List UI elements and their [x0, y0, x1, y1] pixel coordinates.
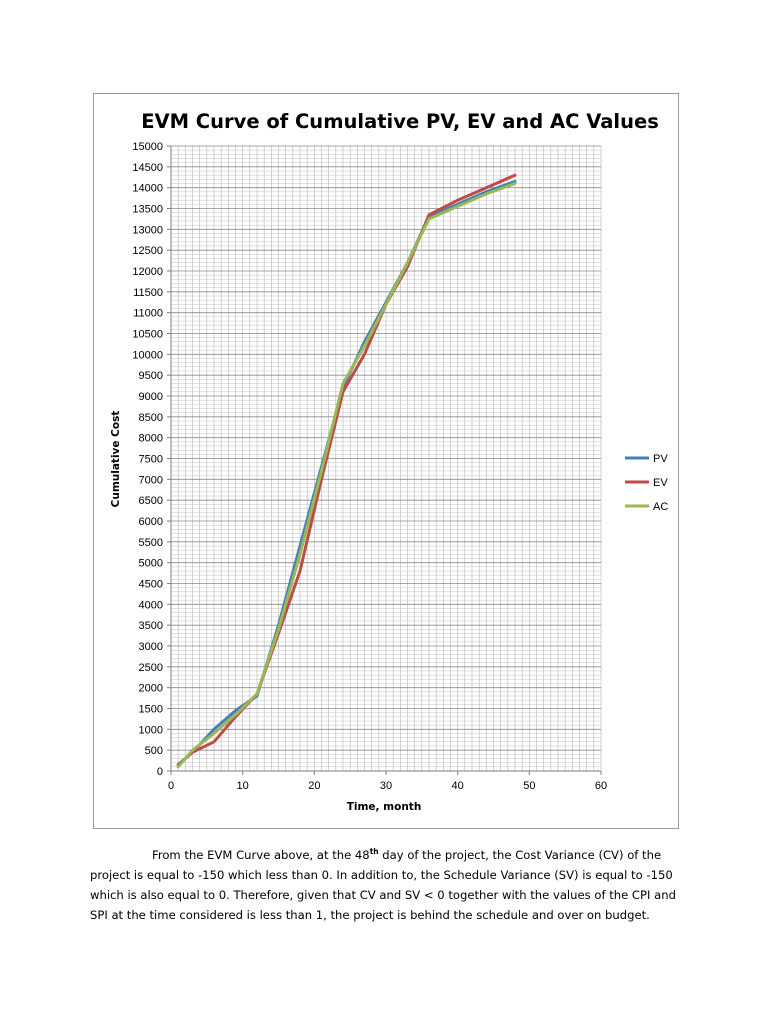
y-tick-label: 5000 [139, 558, 163, 570]
y-tick-label: 3000 [139, 641, 163, 653]
y-tick-label: 8000 [139, 433, 163, 445]
y-tick-label: 14000 [132, 183, 163, 195]
y-tick-label: 10000 [132, 349, 163, 361]
chart-frame: EVM Curve of Cumulative PV, EV and AC Va… [93, 93, 679, 829]
x-axis-title: Time, month [347, 801, 422, 813]
x-tick-label: 50 [523, 780, 535, 792]
y-tick-label: 15000 [132, 141, 163, 153]
y-tick-label: 12000 [132, 266, 163, 278]
x-tick-label: 0 [168, 780, 174, 792]
y-tick-label: 2500 [139, 662, 163, 674]
y-tick-label: 0 [157, 766, 163, 778]
y-tick-label: 7000 [139, 474, 163, 486]
y-tick-label: 1500 [139, 704, 163, 716]
y-tick-label: 13000 [132, 224, 163, 236]
y-tick-label: 4000 [139, 599, 163, 611]
legend: PV EV AC [625, 453, 668, 513]
y-tick-label: 9000 [139, 391, 163, 403]
ordinal-suffix: th [369, 847, 379, 857]
y-tick-label: 6000 [139, 516, 163, 528]
y-tick-label: 2000 [139, 683, 163, 695]
body-paragraph: From the EVM Curve above, at the 48th da… [90, 845, 680, 925]
y-tick-label: 7500 [139, 454, 163, 466]
y-tick-label: 8500 [139, 412, 163, 424]
series-line-ac [176, 182, 517, 769]
y-tick-label: 13500 [132, 204, 163, 216]
series-line-ev [176, 173, 517, 767]
y-tick-label: 3500 [139, 620, 163, 632]
series-layer [176, 173, 517, 769]
y-tick-label: 11500 [133, 287, 163, 299]
y-tick-label: 10500 [132, 329, 163, 341]
y-tick-label: 4500 [139, 579, 163, 591]
x-tick-label: 20 [308, 780, 320, 792]
legend-label-ev: EV [653, 477, 668, 489]
y-tick-label: 11000 [133, 308, 163, 320]
x-tick-label: 30 [380, 780, 392, 792]
legend-label-ac: AC [653, 501, 668, 513]
x-tick-label: 60 [595, 780, 607, 792]
y-tick-label: 5500 [139, 537, 163, 549]
y-tick-label: 14500 [132, 162, 163, 174]
y-tick-label: 6500 [139, 495, 163, 507]
y-tick-label: 500 [145, 745, 163, 757]
series-line-pv [176, 179, 517, 767]
y-tick-label: 9500 [139, 370, 163, 382]
evm-line-chart: EVM Curve of Cumulative PV, EV and AC Va… [110, 110, 668, 813]
chart-title: EVM Curve of Cumulative PV, EV and AC Va… [141, 110, 659, 133]
x-tick-label: 10 [237, 780, 249, 792]
y-tick-label: 12500 [132, 245, 163, 257]
x-tick-label: 40 [452, 780, 464, 792]
paragraph-text-rest: day of the project, the Cost Variance (C… [90, 848, 676, 922]
y-tick-label: 1000 [139, 724, 163, 736]
paragraph-text-start: From the EVM Curve above, at the 48 [152, 848, 370, 862]
grid-layer [170, 145, 602, 772]
axes-layer: 0500100015002000250030003500400045005000… [132, 141, 607, 792]
legend-label-pv: PV [653, 453, 668, 465]
y-axis-title: Cumulative Cost [110, 411, 122, 508]
